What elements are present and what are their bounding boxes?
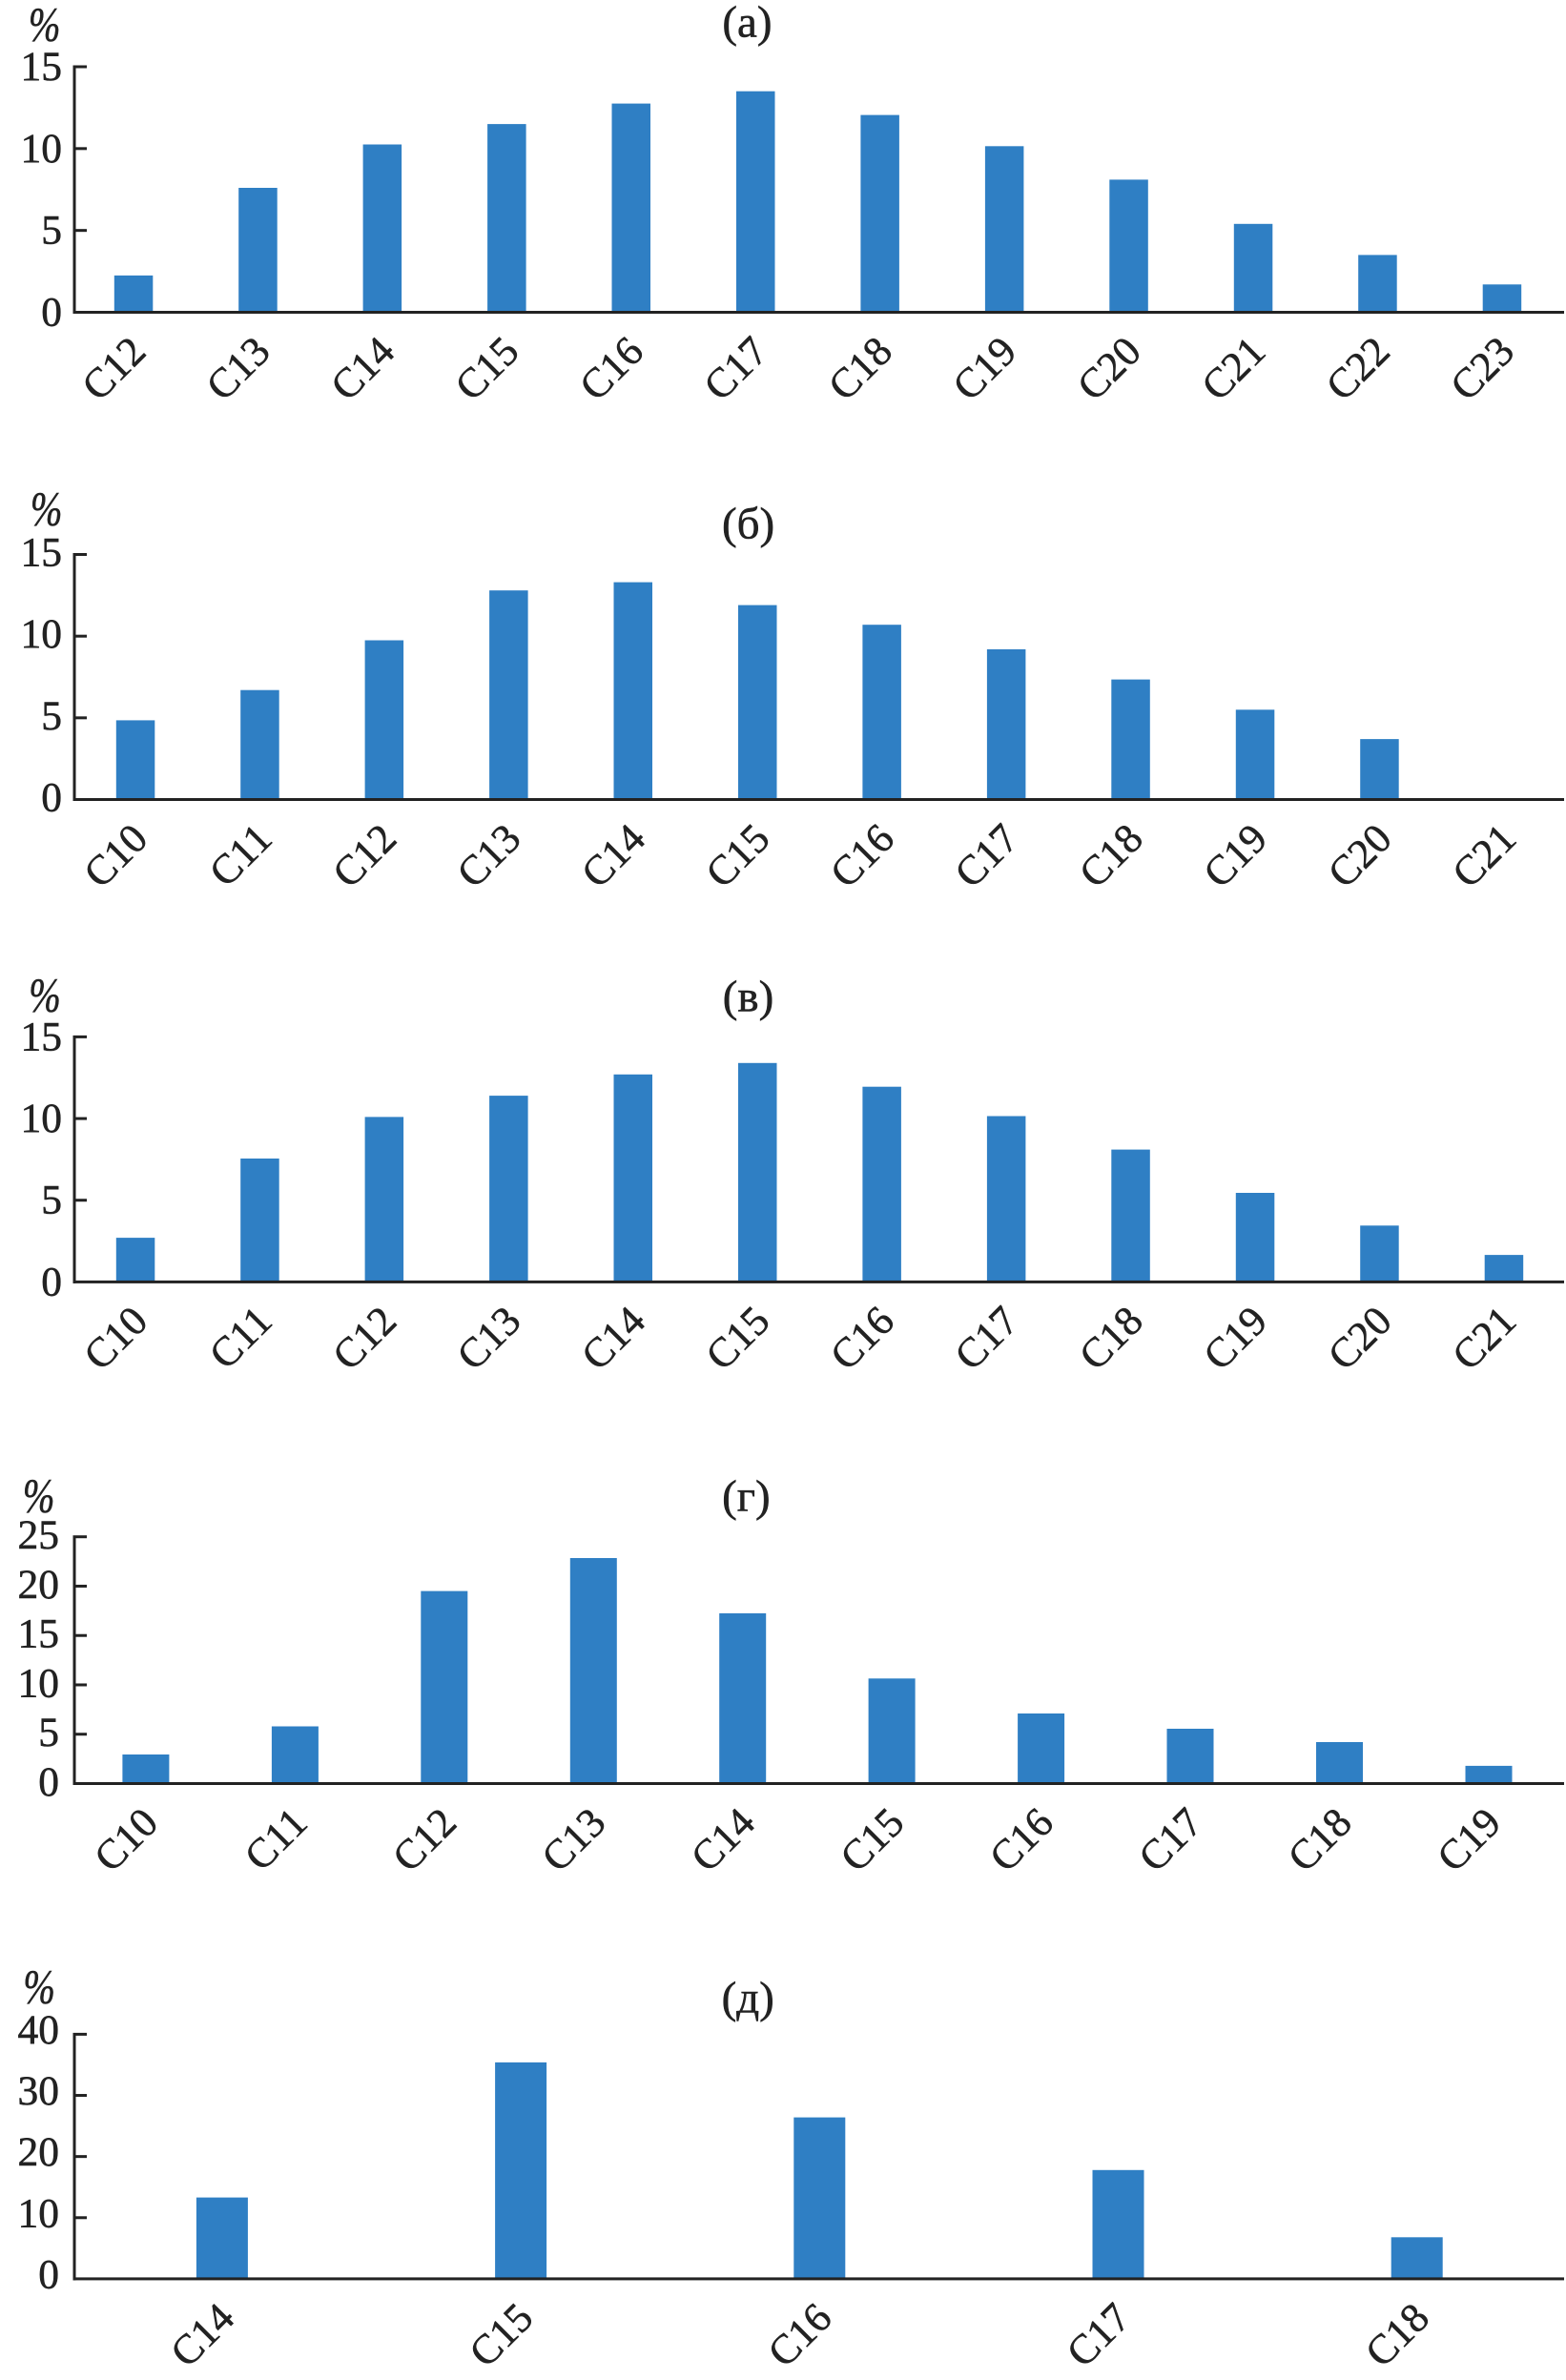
- svg-text:(б): (б): [722, 500, 774, 549]
- svg-text:10: 10: [21, 126, 63, 172]
- svg-text:20: 20: [18, 2129, 60, 2175]
- svg-text:40: 40: [18, 2007, 60, 2053]
- svg-text:0: 0: [41, 775, 62, 821]
- svg-text:15: 15: [21, 530, 63, 576]
- svg-text:(д): (д): [722, 1974, 774, 2023]
- svg-text:0: 0: [38, 2251, 59, 2297]
- svg-text:(а): (а): [722, 0, 772, 47]
- svg-text:15: 15: [18, 1611, 60, 1657]
- svg-text:%: %: [31, 482, 63, 536]
- svg-text:%: %: [23, 1960, 55, 2015]
- svg-text:(г): (г): [722, 1471, 771, 1521]
- svg-text:%: %: [29, 0, 61, 51]
- svg-text:5: 5: [38, 1710, 59, 1755]
- svg-text:30: 30: [18, 2068, 60, 2114]
- svg-text:%: %: [29, 968, 61, 1022]
- svg-text:20: 20: [18, 1562, 60, 1608]
- svg-text:5: 5: [41, 693, 62, 739]
- svg-text:0: 0: [38, 1759, 59, 1805]
- svg-text:0: 0: [41, 290, 62, 336]
- svg-text:10: 10: [18, 2190, 60, 2236]
- svg-text:10: 10: [18, 1661, 60, 1707]
- svg-text:10: 10: [21, 611, 63, 657]
- svg-text:(в): (в): [723, 973, 774, 1022]
- svg-text:25: 25: [18, 1512, 60, 1558]
- svg-text:15: 15: [21, 1014, 63, 1059]
- svg-text:10: 10: [21, 1096, 63, 1141]
- svg-text:15: 15: [21, 44, 63, 90]
- svg-text:%: %: [23, 1469, 55, 1524]
- svg-text:5: 5: [41, 208, 62, 254]
- svg-text:0: 0: [41, 1259, 62, 1304]
- svg-text:5: 5: [41, 1178, 62, 1223]
